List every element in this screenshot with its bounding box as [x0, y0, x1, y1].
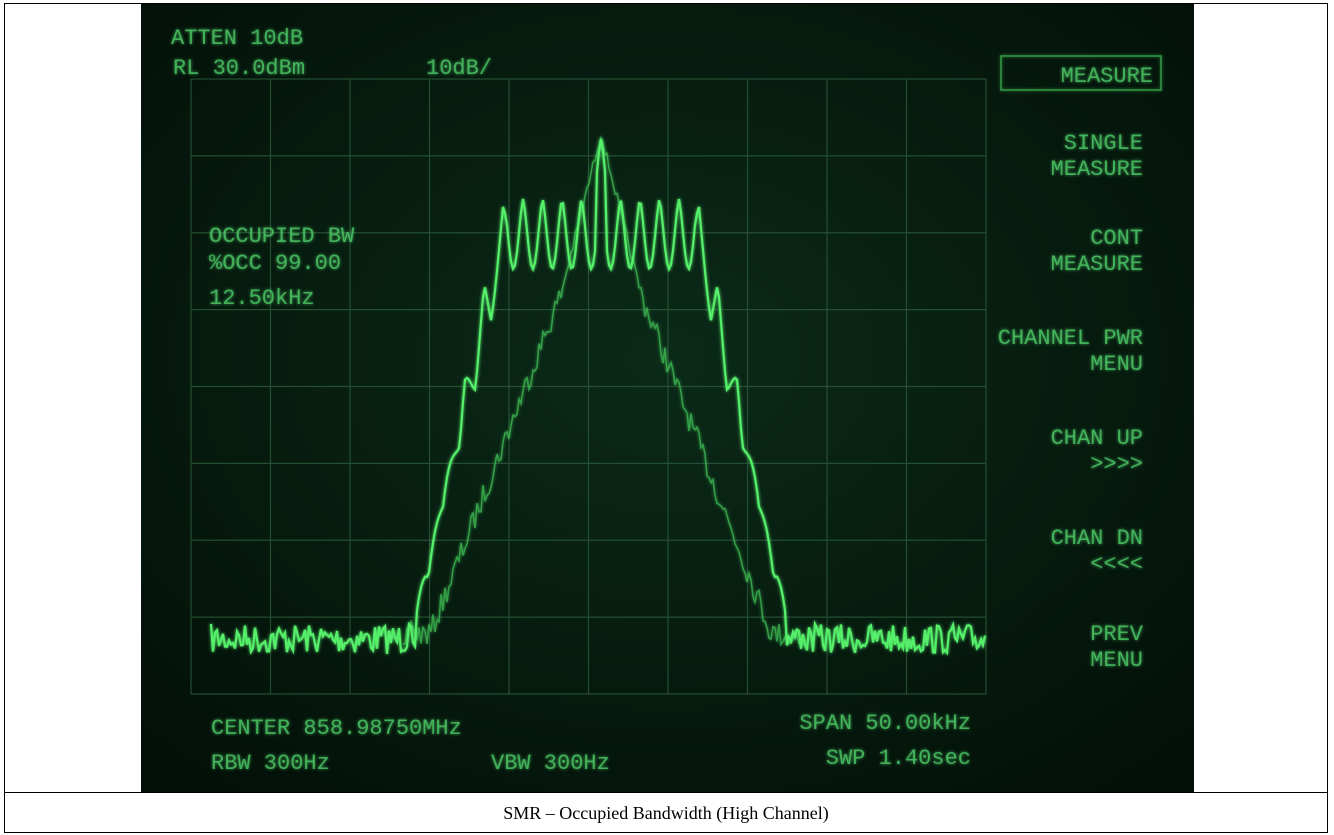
header-text: 10dB/ [426, 56, 492, 81]
footer-text: SPAN 50.00kHz [799, 711, 971, 736]
header-text: RL 30.0dBm [173, 56, 305, 81]
caption: SMR – Occupied Bandwidth (High Channel) [4, 793, 1328, 833]
page: ATTEN 10dB RL 30.0dBm 10dB/ MEASURE SING… [0, 0, 1334, 835]
analyzer-photo: ATTEN 10dB RL 30.0dBm 10dB/ MEASURE SING… [141, 4, 1194, 792]
header-text: ATTEN 10dB [171, 26, 303, 51]
footer-text: VBW 300Hz [491, 751, 610, 776]
readout: %OCC 99.00 [209, 251, 341, 276]
footer-text: CENTER 858.98750MHz [211, 716, 462, 741]
readout: OCCUPIED BW [209, 224, 355, 249]
footer-text: SWP 1.40sec [826, 746, 971, 771]
softkey: MEASURE [1061, 64, 1153, 89]
readout: 12.50kHz [209, 286, 315, 311]
footer-text: RBW 300Hz [211, 751, 330, 776]
